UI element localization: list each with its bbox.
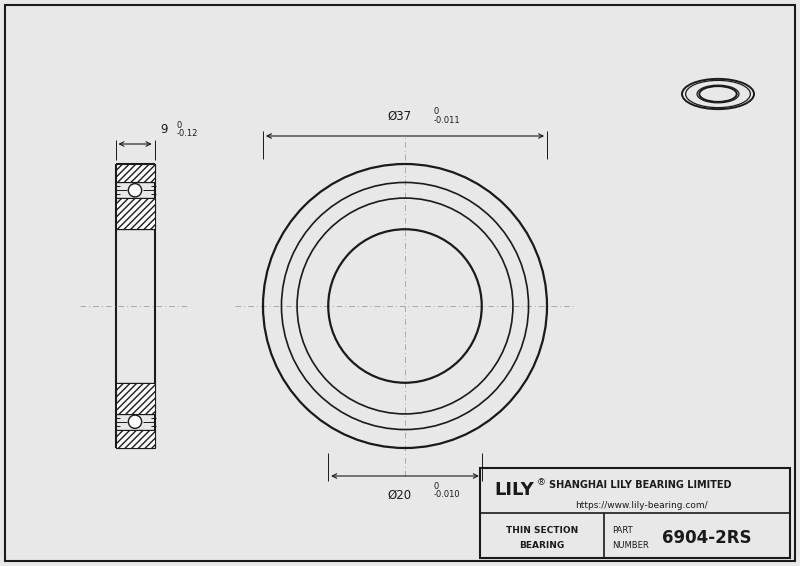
Text: SHANGHAI LILY BEARING LIMITED: SHANGHAI LILY BEARING LIMITED	[549, 479, 731, 490]
Circle shape	[128, 415, 142, 428]
Polygon shape	[115, 198, 154, 229]
Text: 0: 0	[434, 482, 439, 491]
Text: THIN SECTION: THIN SECTION	[506, 526, 578, 535]
Polygon shape	[115, 430, 154, 448]
Text: PART: PART	[612, 526, 633, 535]
Text: BEARING: BEARING	[519, 541, 565, 550]
Text: NUMBER: NUMBER	[612, 541, 649, 550]
Text: Ø20: Ø20	[388, 489, 412, 502]
Text: https://www.lily-bearing.com/: https://www.lily-bearing.com/	[575, 501, 707, 511]
Text: -0.010: -0.010	[434, 490, 461, 499]
Text: 0: 0	[434, 107, 439, 116]
Circle shape	[128, 183, 142, 197]
Text: ®: ®	[537, 478, 546, 487]
Text: 0: 0	[177, 121, 182, 130]
Text: 9: 9	[161, 123, 168, 136]
Text: -0.12: -0.12	[177, 129, 198, 138]
Text: LILY: LILY	[494, 481, 534, 499]
Polygon shape	[115, 383, 154, 414]
Text: 6904-2RS: 6904-2RS	[662, 529, 751, 547]
Text: -0.011: -0.011	[434, 116, 461, 125]
Text: Ø37: Ø37	[388, 110, 412, 123]
Polygon shape	[115, 164, 154, 182]
